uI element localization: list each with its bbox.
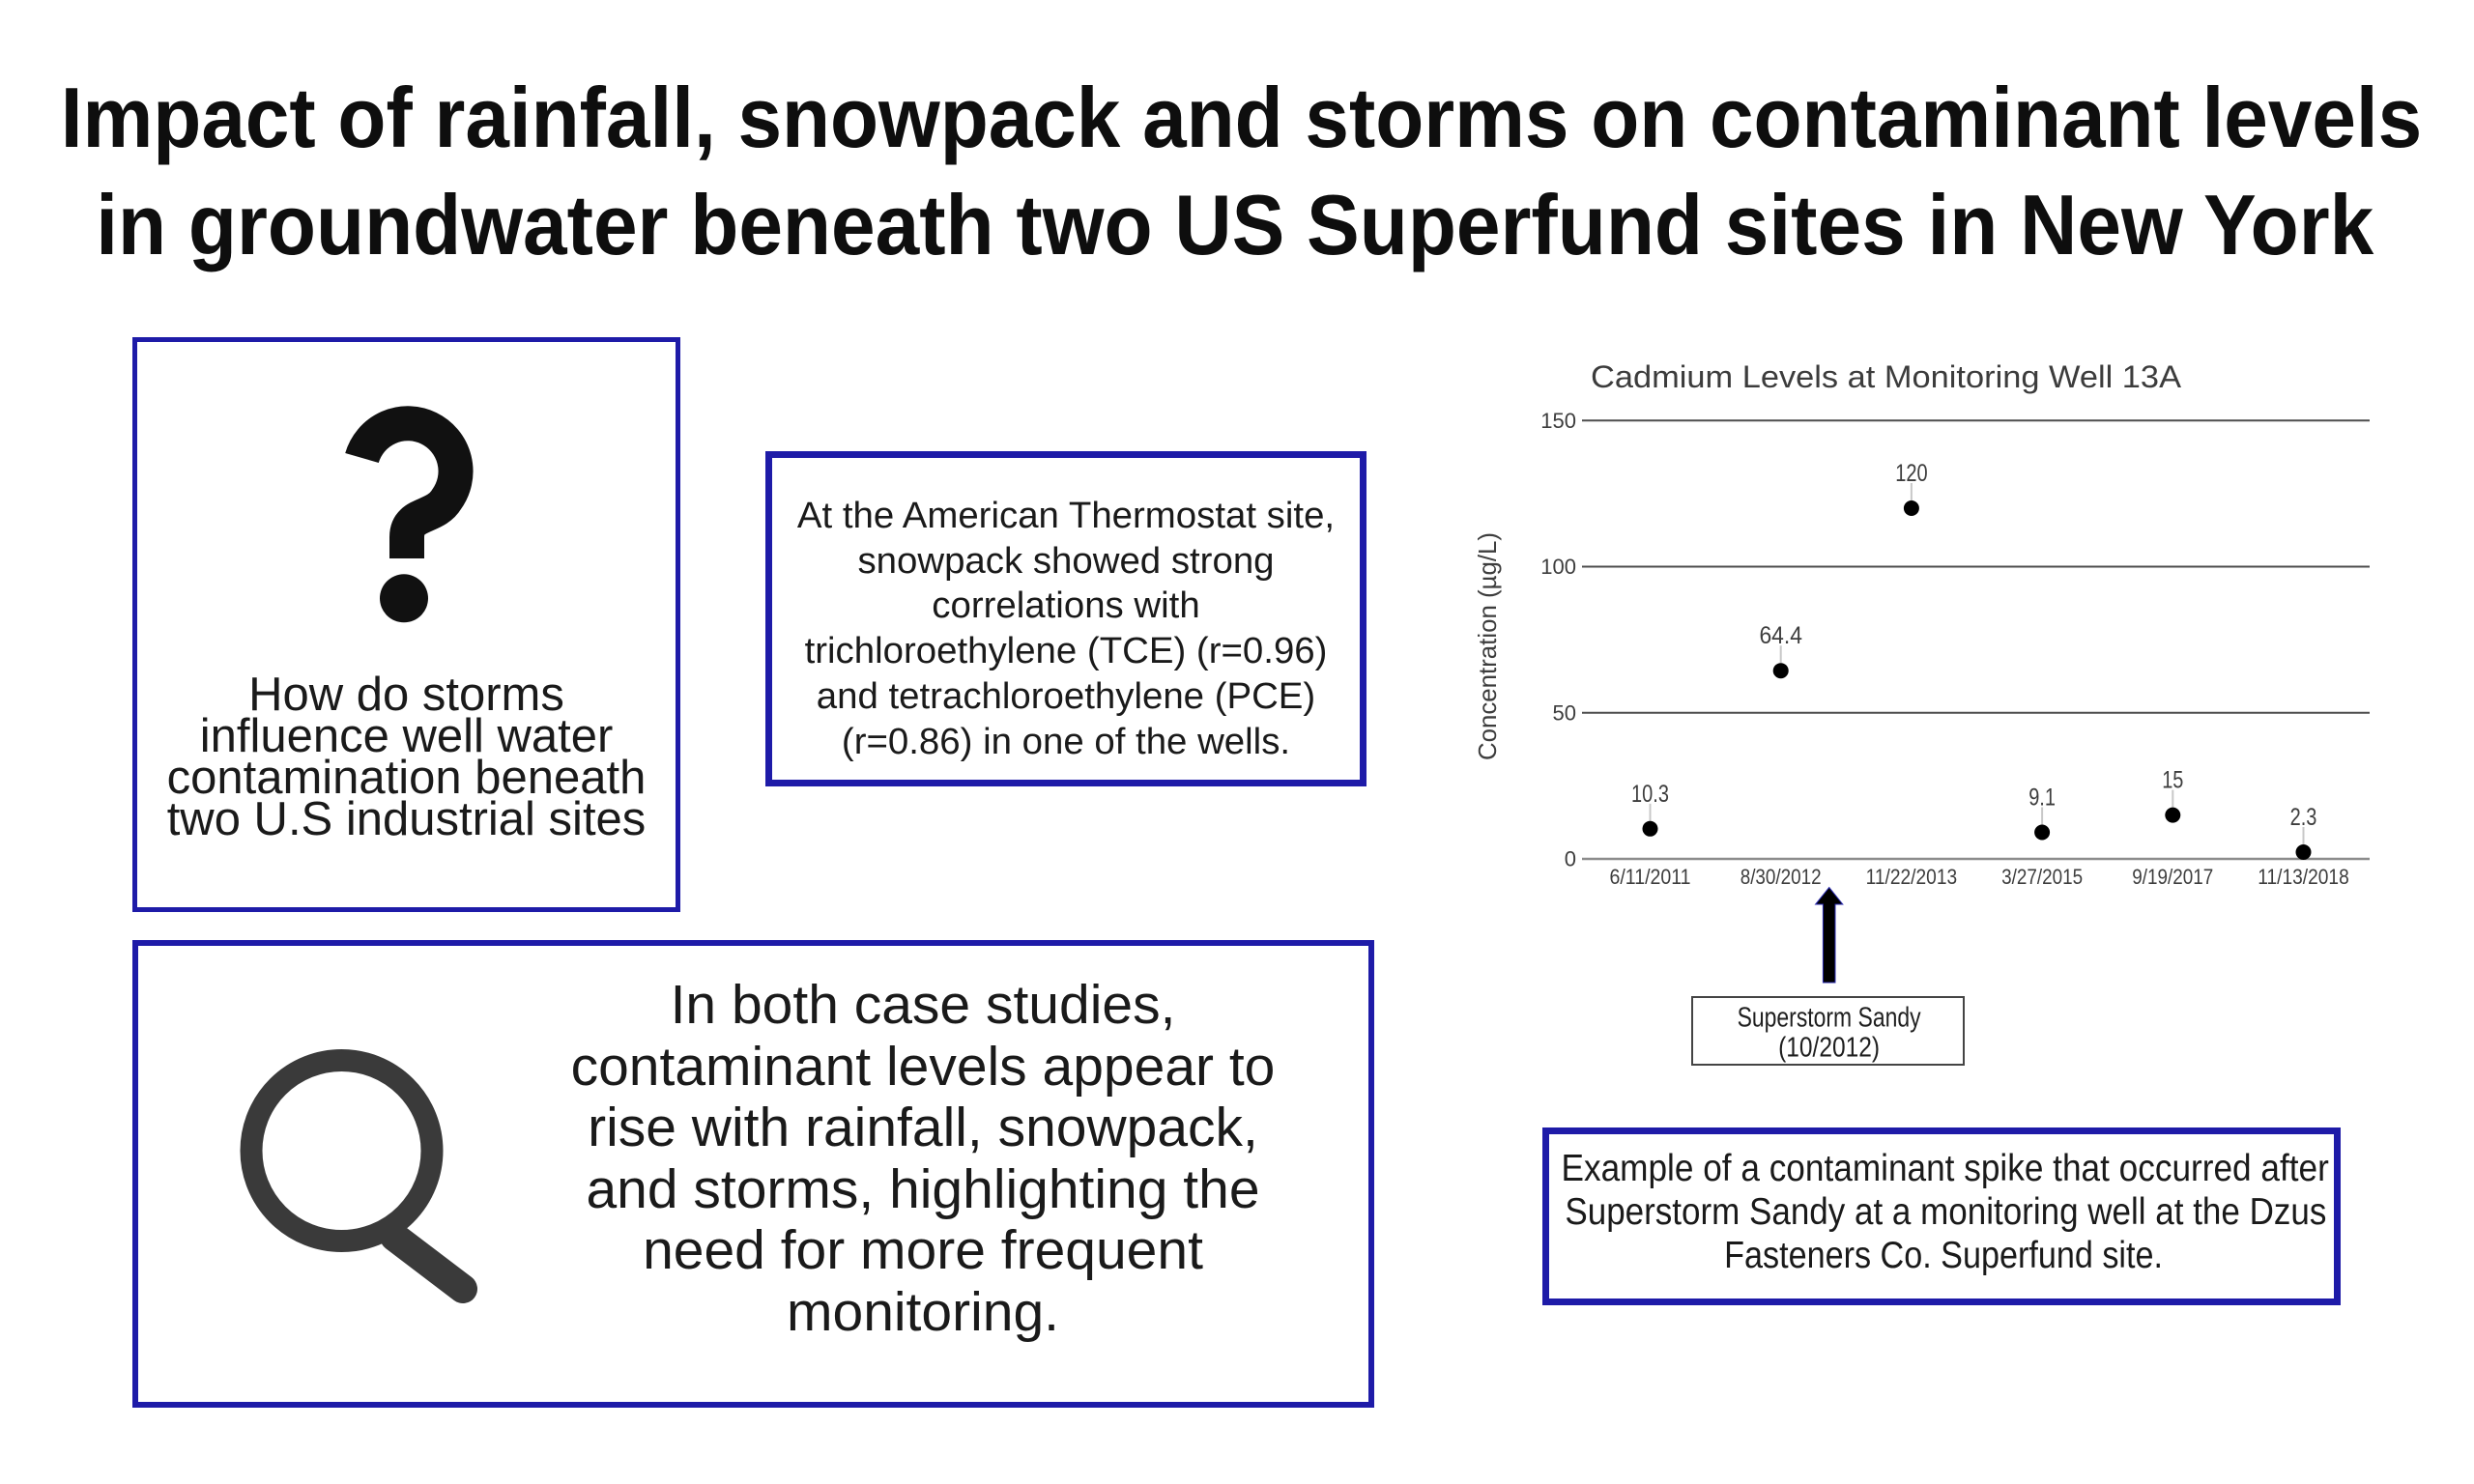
svg-text:9.1: 9.1	[2028, 785, 2056, 812]
svg-text:11/22/2013: 11/22/2013	[1866, 865, 1958, 889]
svg-text:120: 120	[1895, 460, 1927, 487]
svg-text:2.3: 2.3	[2290, 804, 2317, 831]
svg-text:10.3: 10.3	[1631, 781, 1669, 808]
svg-text:6/11/2011: 6/11/2011	[1610, 865, 1691, 889]
svg-text:100: 100	[1540, 555, 1576, 579]
svg-text:0: 0	[1565, 847, 1576, 871]
svg-text:3/27/2015: 3/27/2015	[2001, 865, 2083, 889]
svg-text:Superstorm Sandy: Superstorm Sandy	[1738, 1003, 1921, 1034]
svg-text:Cadmium Levels at Monitoring W: Cadmium Levels at Monitoring Well 13A	[1591, 359, 2182, 394]
svg-text:15: 15	[2162, 767, 2183, 794]
svg-text:11/13/2018: 11/13/2018	[2258, 865, 2349, 889]
svg-text:150: 150	[1540, 409, 1576, 433]
svg-text:(10/2012): (10/2012)	[1778, 1033, 1880, 1064]
svg-text:Concentration (µg/L): Concentration (µg/L)	[1473, 532, 1502, 760]
svg-text:64.4: 64.4	[1759, 622, 1802, 649]
svg-text:9/19/2017: 9/19/2017	[2132, 865, 2213, 889]
svg-text:50: 50	[1553, 701, 1576, 726]
svg-text:8/30/2012: 8/30/2012	[1740, 865, 1822, 889]
